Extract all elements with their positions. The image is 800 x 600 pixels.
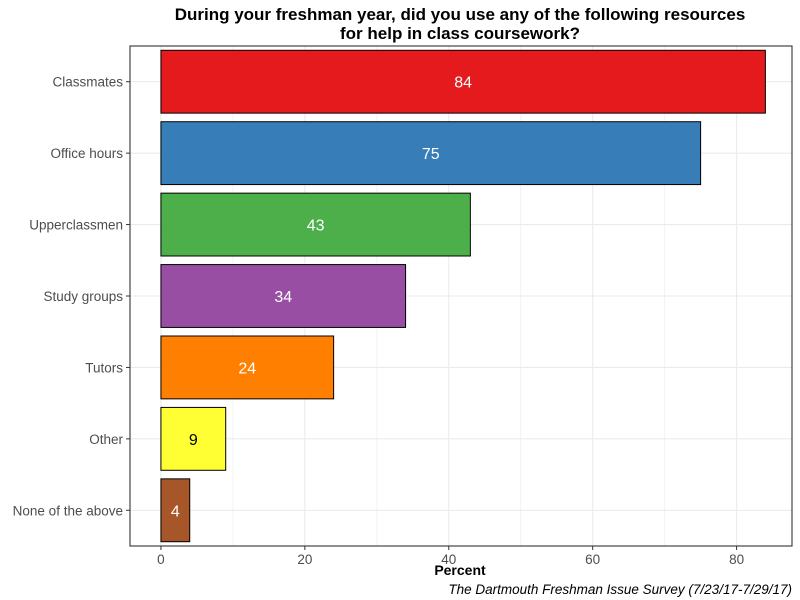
data-label: 43 [307, 218, 325, 235]
bar-study-groups [160, 264, 407, 328]
bar-classmates [160, 49, 766, 114]
x-tick-label: 20 [297, 552, 312, 567]
chart-caption: The Dartmouth Freshman Issue Survey (7/2… [448, 582, 792, 597]
y-tick-label: None of the above [13, 503, 123, 518]
x-tick-label: 0 [157, 552, 165, 567]
data-label: 84 [454, 75, 472, 92]
y-tick-label: Office hours [50, 146, 123, 161]
y-tick-label: Other [89, 432, 123, 447]
bar-other [160, 406, 227, 471]
data-label: 75 [422, 146, 440, 163]
bar-upperclassmen [160, 192, 471, 257]
y-tick-label: Tutors [85, 360, 123, 375]
data-label: 9 [189, 432, 198, 449]
x-tick-label: 60 [585, 552, 600, 567]
chart-title-line-2: for help in class coursework? [340, 24, 580, 43]
data-label: 24 [238, 360, 256, 377]
bar-none-of-the-above [160, 478, 191, 543]
data-label: 4 [171, 503, 180, 520]
y-tick-label: Classmates [52, 75, 123, 90]
data-label: 34 [274, 289, 292, 306]
y-tick-label: Study groups [43, 289, 123, 304]
x-tick-label: 80 [729, 552, 744, 567]
chart-title-line-1: During your freshman year, did you use a… [174, 5, 746, 24]
y-tick-label: Upperclassmen [29, 218, 123, 233]
x-tick-label: 40 [441, 552, 456, 567]
bar-office-hours [160, 121, 702, 186]
bar-tutors [160, 335, 335, 400]
x-axis-label: Percent [434, 562, 486, 578]
